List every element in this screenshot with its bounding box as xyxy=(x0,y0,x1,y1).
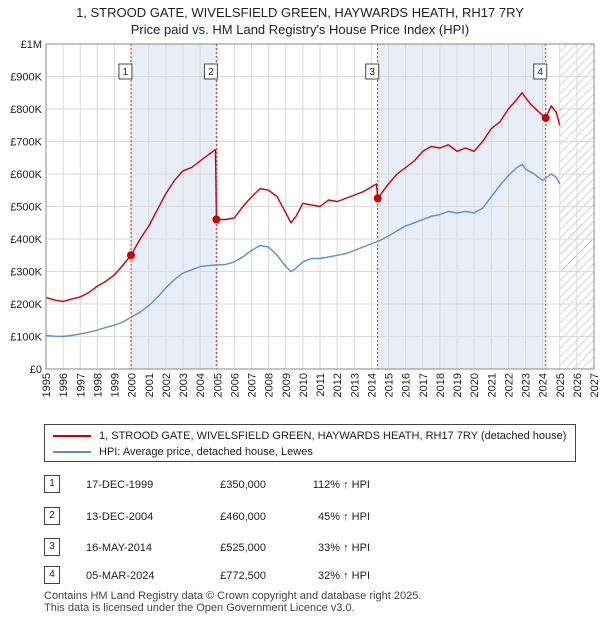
sale-number-box xyxy=(118,63,133,80)
sale-row: 4 05-MAR-2024 £772,500 32% ↑ HPI xyxy=(0,566,600,584)
x-tick-label: 2020 xyxy=(469,373,481,397)
x-tick-label: 2007 xyxy=(247,373,259,397)
legend-swatch-property xyxy=(53,435,91,437)
y-tick-label: £200K xyxy=(10,299,42,311)
x-tick-label: 2016 xyxy=(401,373,413,397)
sale-hpi-change: 45% ↑ HPI xyxy=(318,511,370,523)
x-tick-label: 2001 xyxy=(144,373,156,397)
y-tick-label: £1M xyxy=(21,39,42,51)
sale-hpi-change: 112% ↑ HPI xyxy=(312,479,370,491)
legend: 1, STROOD GATE, WIVELSFIELD GREEN, HAYWA… xyxy=(44,424,576,462)
legend-label-hpi: HPI: Average price, detached house, Lewe… xyxy=(99,446,313,458)
sale-date: 13-DEC-2004 xyxy=(86,511,154,523)
sale-price: £772,500 xyxy=(220,570,266,582)
x-tick-label: 1999 xyxy=(110,373,122,397)
sale-date: 16-MAY-2014 xyxy=(86,542,153,554)
y-tick-label: £0 xyxy=(30,364,42,376)
x-tick-label: 1997 xyxy=(75,373,87,397)
sale-date: 05-MAR-2024 xyxy=(86,570,155,582)
sale-point xyxy=(541,113,550,122)
x-tick-label: 2024 xyxy=(538,373,550,397)
x-tick-label: 1998 xyxy=(92,373,104,397)
footer-copyright: Contains HM Land Registry data © Crown c… xyxy=(44,590,422,602)
sale-number-label: 4 xyxy=(537,67,543,78)
x-tick-label: 1995 xyxy=(41,373,53,397)
x-tick-label: 2009 xyxy=(281,373,293,397)
legend-swatch-hpi xyxy=(53,451,91,453)
x-tick-label: 2017 xyxy=(418,373,430,397)
sale-hpi-change: 33% ↑ HPI xyxy=(318,542,370,554)
x-tick-label: 2022 xyxy=(503,373,515,397)
sale-price: £525,000 xyxy=(220,542,266,554)
sale-number-badge: 4 xyxy=(44,566,60,584)
sale-number-badge: 2 xyxy=(44,507,60,525)
footer: Contains HM Land Registry data © Crown c… xyxy=(44,590,421,614)
y-tick-label: £100K xyxy=(10,332,42,344)
x-tick-label: 2019 xyxy=(452,373,464,397)
sale-number-badge: 3 xyxy=(44,538,60,556)
x-tick-label: 2014 xyxy=(366,373,378,397)
y-tick-label: £300K xyxy=(10,267,42,279)
sale-number-badge: 1 xyxy=(44,475,60,493)
sale-price: £460,000 xyxy=(220,511,266,523)
x-tick-label: 2015 xyxy=(384,373,396,397)
sale-row: 2 13-DEC-2004 £460,000 45% ↑ HPI xyxy=(0,507,600,525)
x-tick-label: 1996 xyxy=(58,373,70,397)
title-line-2: Price paid vs. HM Land Registry's House … xyxy=(130,22,470,37)
x-tick-label: 2008 xyxy=(264,373,276,397)
x-tick-label: 2026 xyxy=(572,373,584,397)
sale-number-label: 1 xyxy=(123,67,129,78)
x-tick-label: 2005 xyxy=(212,373,224,397)
plot-frame xyxy=(45,43,595,370)
x-tick-label: 2006 xyxy=(229,373,241,397)
markers-layer: 1 2 3 4 xyxy=(118,63,550,260)
x-tick-label: 2003 xyxy=(178,373,190,397)
x-tick-label: 2025 xyxy=(555,373,567,397)
x-tick-label: 2004 xyxy=(195,373,207,397)
sale-hpi-change: 32% ↑ HPI xyxy=(318,570,370,582)
x-tick-label: 2013 xyxy=(349,373,361,397)
y-tick-label: £800K xyxy=(10,104,42,116)
sale-row: 3 16-MAY-2014 £525,000 33% ↑ HPI xyxy=(0,538,600,556)
y-tick-label: £600K xyxy=(10,169,42,181)
y-tick-label: £900K xyxy=(10,72,42,84)
y-tick-label: £400K xyxy=(10,234,42,246)
sale-number-box xyxy=(533,63,548,80)
property-series-line xyxy=(45,92,561,303)
title-line-1: 1, STROOD GATE, WIVELSFIELD GREEN, HAYWA… xyxy=(76,5,524,20)
footer-licence: This data is licensed under the Open Gov… xyxy=(44,602,355,614)
x-tick-label: 2011 xyxy=(315,373,327,397)
x-tick-label: 2000 xyxy=(127,373,139,397)
x-tick-label: 2021 xyxy=(486,373,498,397)
sale-number-label: 2 xyxy=(208,67,214,78)
x-tick-label: 2012 xyxy=(332,373,344,397)
x-tick-label: 2002 xyxy=(161,373,173,397)
x-tick-label: 2018 xyxy=(435,373,447,397)
sale-point xyxy=(373,194,382,203)
grid-layer xyxy=(45,43,595,370)
axes-layer: £0 £100K £200K £300K £400K £500K £600K £700K £80… xyxy=(10,39,600,397)
sale-number-box xyxy=(203,63,218,80)
chart-title: 1, STROOD GATE, WIVELSFIELD GREEN, HAYWA… xyxy=(0,4,600,38)
legend-label-property: 1, STROOD GATE, WIVELSFIELD GREEN, HAYWA… xyxy=(99,430,567,442)
y-tick-label: £500K xyxy=(10,202,42,214)
x-tick-label: 2010 xyxy=(298,373,310,397)
sale-date: 17-DEC-1999 xyxy=(86,479,154,491)
price-chart: 1 2 3 4 £0 £100K £200K £300K £400K £500K £600K £70… xyxy=(10,39,600,397)
sale-number-box xyxy=(365,63,380,80)
series-layer xyxy=(45,92,561,338)
sale-point xyxy=(212,215,221,224)
sale-price: £350,000 xyxy=(220,479,266,491)
sale-point xyxy=(126,251,135,260)
sale-number-label: 3 xyxy=(369,67,375,78)
x-tick-label: 2027 xyxy=(589,373,600,397)
x-tick-label: 2023 xyxy=(521,373,533,397)
hpi-series-line xyxy=(45,163,561,338)
sale-row: 1 17-DEC-1999 £350,000 112% ↑ HPI xyxy=(0,475,600,493)
y-tick-label: £700K xyxy=(10,137,42,149)
